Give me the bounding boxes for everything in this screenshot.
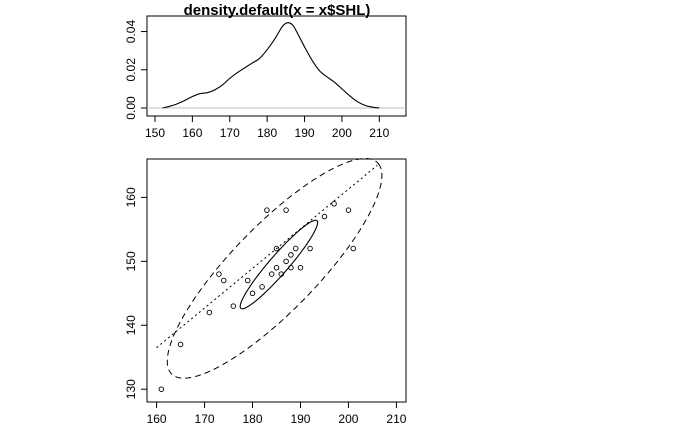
density-title: density.default(x = x$SHL) [184, 2, 371, 19]
density-x-tick-label: 150 [145, 126, 165, 140]
scatter-y-axis: 130 140 150 160 [124, 187, 147, 399]
scatter-panel: 160 170 180 190 200 210 130 140 150 160 [124, 157, 407, 426]
scatter-point [307, 245, 313, 252]
scatter-point [283, 258, 289, 265]
scatter-point [283, 207, 289, 213]
scatter-point [264, 207, 270, 213]
scatter-point [288, 264, 294, 271]
scatter-point [249, 290, 256, 297]
density-x-tick-label: 160 [182, 126, 202, 140]
inner-ellipse [239, 219, 319, 310]
scatter-y-tick-label: 150 [124, 251, 138, 271]
density-y-axis: 0.00 0.02 0.04 [124, 20, 147, 120]
scatter-point [268, 271, 275, 277]
scatter-point [216, 271, 222, 277]
density-x-tick-label: 170 [220, 126, 240, 140]
scatter-point [350, 245, 356, 252]
density-x-tick-label: 180 [257, 126, 277, 140]
scatter-point [177, 341, 184, 348]
scatter-point [158, 386, 165, 392]
density-x-tick-label: 200 [332, 126, 352, 140]
density-panel: density.default(x = x$SHL) 150 160 170 180 1… [124, 2, 407, 140]
density-y-tick-label: 0.04 [124, 20, 138, 44]
scatter-x-tick-label: 190 [290, 412, 310, 426]
scatter-plot-frame [146, 158, 407, 403]
scatter-point [288, 252, 294, 258]
scatter-point [331, 201, 337, 207]
scatter-point [292, 245, 299, 252]
scatter-x-tick-label: 200 [338, 412, 358, 426]
regression-line [156, 165, 378, 349]
scatter-point [220, 277, 227, 284]
scatter-point [206, 309, 213, 316]
density-x-tick-label: 190 [295, 126, 315, 140]
scatter-point [259, 284, 265, 290]
density-y-tick-label: 0.00 [124, 96, 138, 120]
scatter-point [297, 264, 304, 271]
scatter-y-tick-label: 130 [124, 379, 138, 399]
density-x-tick-label: 210 [369, 126, 389, 140]
density-x-axis: 150 160 170 180 190 200 210 [145, 116, 390, 140]
scatter-point [345, 207, 352, 213]
outer-ellipse [166, 157, 383, 379]
scatter-x-axis: 160 170 180 190 200 210 [147, 402, 407, 426]
scatter-point [321, 213, 328, 220]
scatter-y-tick-label: 160 [124, 187, 138, 207]
scatter-point [230, 303, 237, 309]
scatter-x-tick-label: 170 [195, 412, 215, 426]
scatter-points [158, 201, 356, 392]
density-curve [162, 22, 380, 109]
density-plot-frame [146, 15, 407, 117]
scatter-point [273, 264, 280, 271]
scatter-point [273, 245, 280, 252]
scatter-y-tick-label: 140 [124, 315, 138, 335]
scatter-x-tick-label: 180 [243, 412, 263, 426]
scatter-x-tick-label: 210 [386, 412, 406, 426]
scatter-point [244, 277, 251, 284]
density-y-tick-label: 0.02 [124, 58, 138, 82]
scatter-point [278, 271, 285, 277]
scatter-x-tick-label: 160 [147, 412, 167, 426]
